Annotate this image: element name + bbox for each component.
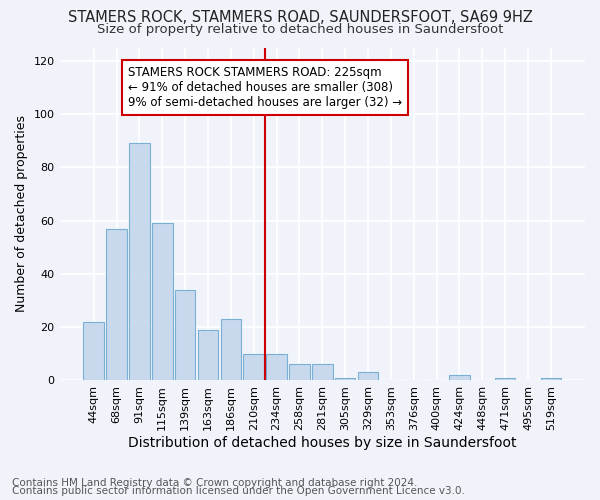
Bar [129, 144, 150, 380]
Text: STAMERS ROCK, STAMMERS ROAD, SAUNDERSFOOT, SA69 9HZ: STAMERS ROCK, STAMMERS ROAD, SAUNDERSFOO… [68, 10, 532, 25]
X-axis label: Distribution of detached houses by size in Saundersfoot: Distribution of detached houses by size … [128, 436, 517, 450]
Bar [495, 378, 515, 380]
Bar [289, 364, 310, 380]
Bar [449, 375, 470, 380]
Text: Contains HM Land Registry data © Crown copyright and database right 2024.: Contains HM Land Registry data © Crown c… [12, 478, 418, 488]
Text: STAMERS ROCK STAMMERS ROAD: 225sqm
← 91% of detached houses are smaller (308)
9%: STAMERS ROCK STAMMERS ROAD: 225sqm ← 91%… [128, 66, 402, 109]
Bar [221, 319, 241, 380]
Bar [335, 378, 355, 380]
Bar [358, 372, 378, 380]
Bar [541, 378, 561, 380]
Bar [175, 290, 196, 380]
Bar [152, 224, 173, 380]
Text: Size of property relative to detached houses in Saundersfoot: Size of property relative to detached ho… [97, 22, 503, 36]
Bar [266, 354, 287, 380]
Bar [244, 354, 264, 380]
Bar [106, 228, 127, 380]
Y-axis label: Number of detached properties: Number of detached properties [15, 116, 28, 312]
Bar [312, 364, 332, 380]
Bar [83, 322, 104, 380]
Bar [198, 330, 218, 380]
Text: Contains public sector information licensed under the Open Government Licence v3: Contains public sector information licen… [12, 486, 465, 496]
